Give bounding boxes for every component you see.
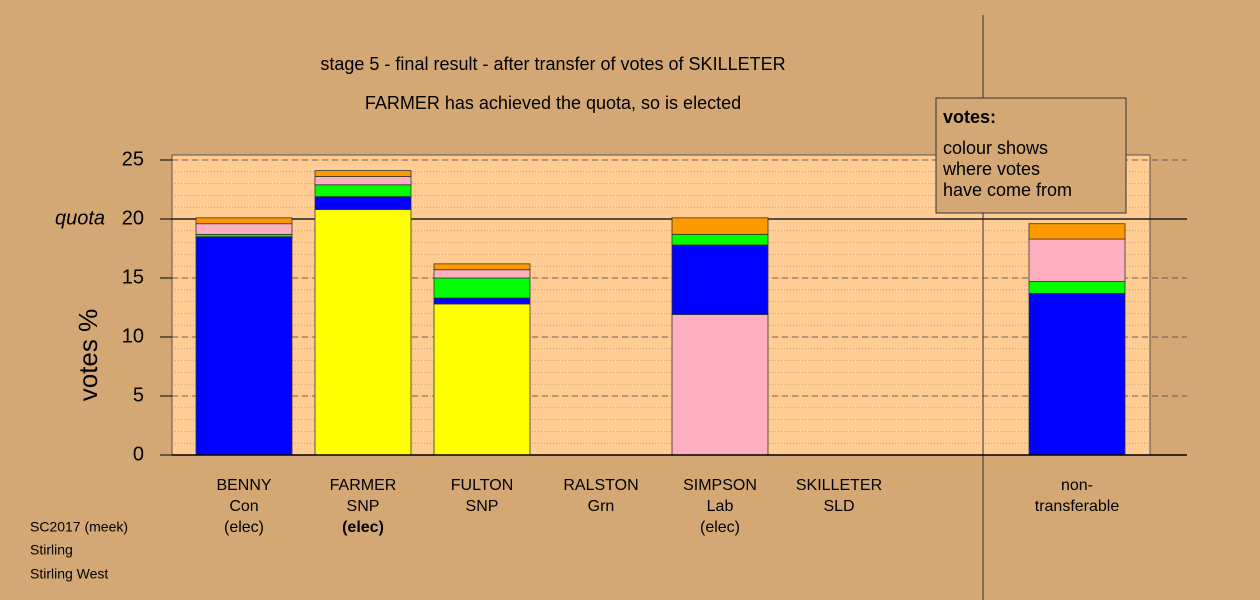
footer-text: SC2017 (meek) <box>30 519 128 535</box>
bar-segment <box>671 244 769 315</box>
x-tick-label: (elec) <box>700 519 740 536</box>
x-tick-label: Lab <box>707 498 734 515</box>
y-tick-label: 15 <box>122 266 144 288</box>
y-tick-label: 10 <box>122 325 144 347</box>
bar-segment <box>314 209 412 456</box>
legend: votes: colour shows where votes have com… <box>935 97 1127 214</box>
bar-segment <box>671 217 769 235</box>
y-tick-label: 25 <box>122 148 144 170</box>
bar-segment <box>671 314 769 456</box>
bar-segment <box>433 263 531 271</box>
bar-segment <box>314 176 412 186</box>
bar-segment <box>1028 238 1126 282</box>
x-tick-label: Con <box>229 498 258 515</box>
y-tick-label: 0 <box>133 443 144 465</box>
x-tick-label: FULTON <box>451 477 514 494</box>
x-tick-label: BENNY <box>216 477 271 494</box>
x-tick-label: Grn <box>588 498 615 515</box>
chart-title: stage 5 - final result - after transfer … <box>320 54 785 74</box>
x-tick-label: RALSTON <box>563 477 638 494</box>
bar-segment <box>433 277 531 299</box>
bar-segment <box>433 303 531 456</box>
x-tick-label: (elec) <box>224 519 264 536</box>
x-tick-label: SIMPSON <box>683 477 757 494</box>
footer-text: Stirling <box>30 542 73 558</box>
x-tick-label: (elec) <box>342 519 384 536</box>
legend-text: where votes <box>942 159 1040 179</box>
y-tick-label: 20 <box>122 207 144 229</box>
bar-segment <box>195 223 293 235</box>
chart-subtitle: FARMER has achieved the quota, so is ele… <box>365 93 741 113</box>
legend-text: colour shows <box>943 138 1048 158</box>
bar-segment <box>195 236 293 456</box>
x-tick-label: SKILLETER <box>796 477 882 494</box>
bar-segment <box>1028 281 1126 294</box>
x-tick-label: SNP <box>466 498 499 515</box>
bar-segment <box>314 184 412 197</box>
bar-segment <box>314 196 412 210</box>
legend-title: votes: <box>943 107 996 127</box>
quota-label: quota <box>55 207 105 229</box>
y-tick-label: 5 <box>133 384 144 406</box>
bar-segment <box>195 217 293 225</box>
legend-text: have come from <box>943 180 1072 200</box>
bar-segment <box>671 233 769 246</box>
bar-segment <box>1028 292 1126 456</box>
bar-segment <box>1028 223 1126 240</box>
bar-segment <box>433 297 531 305</box>
x-tick-label: non- <box>1061 477 1093 494</box>
bar-segment <box>433 269 531 279</box>
x-tick-label: SNP <box>347 498 380 515</box>
y-axis-label: votes % <box>73 309 103 402</box>
legend-box <box>935 97 1127 214</box>
x-tick-label: transferable <box>1035 498 1120 515</box>
bar-segment <box>314 170 412 177</box>
footer-text: Stirling West <box>30 566 108 582</box>
x-tick-label: SLD <box>823 498 854 515</box>
x-tick-label: FARMER <box>330 477 397 494</box>
